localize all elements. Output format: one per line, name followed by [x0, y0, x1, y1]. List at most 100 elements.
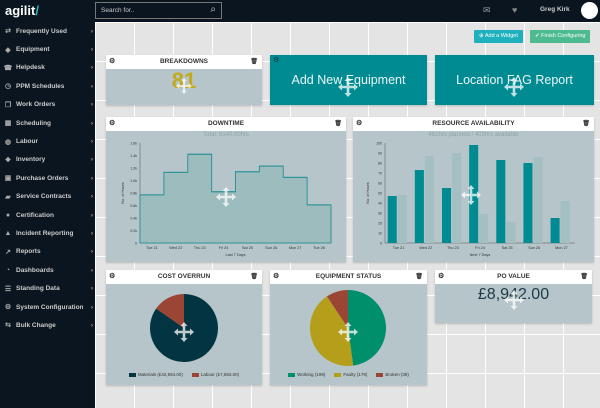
- sidebar-item-dashboards[interactable]: ◔ Dashboards ›: [0, 261, 95, 279]
- widget-title: COST OVERRUN: [157, 273, 211, 280]
- move-icon[interactable]: [176, 78, 192, 94]
- finish-configuring-button[interactable]: ✔ Finish Configuring: [530, 30, 591, 43]
- add-widget-button[interactable]: ⊕ Add a Widget: [474, 30, 523, 43]
- sidebar-item-standing-data[interactable]: ☰ Standing Data ›: [0, 279, 95, 297]
- widget-title: RESOURCE AVAILABILITY: [432, 120, 515, 127]
- location-report-widget[interactable]: Location FAG Report: [435, 55, 594, 105]
- chevron-right-icon: ›: [90, 266, 93, 274]
- available-bar: [506, 222, 516, 243]
- gear-icon[interactable]: ⚙: [356, 120, 363, 127]
- sidebar-item-equipment[interactable]: ◆ Equipment ›: [0, 40, 95, 58]
- chevron-right-icon: ›: [90, 64, 93, 72]
- x-tick-label: Wed 22: [419, 246, 432, 250]
- move-icon[interactable]: [504, 290, 524, 310]
- chevron-right-icon: ›: [90, 27, 93, 35]
- move-icon[interactable]: [216, 187, 236, 207]
- search-icon[interactable]: ⌕: [210, 4, 216, 15]
- sidebar-item-label: PPM Schedules: [16, 82, 65, 90]
- sidebar: ⇄ Frequently Used › ◆ Equipment › ☎ Helpdesk › ◷ P…: [0, 22, 95, 408]
- sidebar-item-certification[interactable]: ● Certification ›: [0, 206, 95, 224]
- money-icon: ▣: [4, 175, 12, 183]
- y-tick-label: 0.8k: [130, 192, 137, 196]
- x-tick-label: Tue 21: [393, 246, 405, 250]
- copy-icon: ❐: [4, 101, 12, 109]
- sidebar-item-label: Equipment: [16, 46, 50, 54]
- add-new-equipment-widget[interactable]: ⚙ Add New Equipment: [270, 55, 427, 105]
- gear-icon[interactable]: ⚙: [273, 57, 280, 64]
- breakdowns-widget[interactable]: ⚙BREAKDOWNS🗑 81: [106, 55, 262, 105]
- sidebar-item-ppm-schedules[interactable]: ◷ PPM Schedules ›: [0, 77, 95, 95]
- pie-slice: [326, 290, 348, 328]
- trash-icon[interactable]: 🗑: [415, 274, 423, 280]
- po-value-widget[interactable]: ⚙PO VALUE🗑 £8,942.00: [435, 270, 592, 323]
- sidebar-item-labour[interactable]: ◍ Labour ›: [0, 132, 95, 150]
- sidebar-item-service-contracts[interactable]: ▰ Service Contracts ›: [0, 188, 95, 206]
- heart-icon[interactable]: ♥: [512, 5, 518, 15]
- move-icon[interactable]: [338, 322, 358, 342]
- y-tick-label: 50: [378, 192, 382, 196]
- sidebar-item-helpdesk[interactable]: ☎ Helpdesk ›: [0, 59, 95, 77]
- y-tick-label: 70: [378, 172, 382, 176]
- equipment-status-widget[interactable]: ⚙ EQUIPMENT STATUS 🗑 Working (199) Faulty (…: [270, 270, 427, 385]
- trash-icon[interactable]: 🗑: [250, 59, 258, 65]
- equipment-status-pie: [310, 290, 387, 366]
- sidebar-item-purchase-orders[interactable]: ▣ Purchase Orders ›: [0, 169, 95, 187]
- legend-item: Working (199): [288, 372, 325, 377]
- y-tick-label: 20: [378, 222, 382, 226]
- avatar[interactable]: [581, 2, 598, 19]
- legend-label: Working (199): [297, 372, 326, 377]
- trash-icon[interactable]: 🗑: [250, 274, 258, 280]
- gear-icon[interactable]: ⚙: [109, 273, 116, 280]
- legend-item: Materials (£42,584.00): [128, 372, 183, 377]
- pie-slice: [348, 290, 387, 366]
- y-tick-label: 0.4k: [130, 217, 137, 221]
- sidebar-item-reports[interactable]: ↗ Reports ›: [0, 243, 95, 261]
- planned-bar: [496, 160, 506, 243]
- chevron-right-icon: ›: [90, 46, 93, 54]
- add-widget-label: Add a Widget: [484, 33, 518, 39]
- resource-availability-widget[interactable]: ⚙ RESOURCE AVAILABILITY 🗑 461hrs planned /…: [353, 117, 594, 262]
- move-icon[interactable]: [504, 77, 524, 97]
- sidebar-item-scheduling[interactable]: ▦ Scheduling ›: [0, 114, 95, 132]
- sidebar-item-label: Certification: [16, 211, 54, 219]
- gear-icon[interactable]: ⚙: [109, 58, 116, 65]
- available-bar: [424, 156, 434, 243]
- cost-overrun-widget[interactable]: ⚙ COST OVERRUN 🗑 Materials (£42,584.00) Lab…: [106, 270, 262, 385]
- gear-icon[interactable]: ⚙: [438, 273, 445, 280]
- y-tick-label: 80: [378, 162, 382, 166]
- move-icon[interactable]: [174, 322, 194, 342]
- trash-icon[interactable]: 🗑: [582, 121, 590, 127]
- sidebar-item-system-configuration[interactable]: ⚙ System Configuration ›: [0, 298, 95, 316]
- downtime-widget[interactable]: ⚙ DOWNTIME 🗑 Total: 8140.00hrs 0 0.2k 0.4k 0.…: [106, 117, 346, 262]
- gear-icon[interactable]: ⚙: [273, 273, 280, 280]
- sidebar-item-bulk-change[interactable]: ⇆ Bulk Change ›: [0, 316, 95, 334]
- chevron-right-icon: ›: [90, 101, 93, 109]
- sidebar-item-work-orders[interactable]: ❐ Work Orders ›: [0, 96, 95, 114]
- sidebar-item-inventory[interactable]: ❖ Inventory ›: [0, 151, 95, 169]
- legend-label: Labour (£7,683.00): [200, 372, 240, 377]
- legend-label: Faulty (178): [343, 372, 368, 377]
- gear-icon[interactable]: ⚙: [109, 120, 116, 127]
- sidebar-item-label: Inventory: [16, 156, 46, 164]
- clock-icon: ◷: [4, 83, 12, 91]
- user-name[interactable]: Greg Kirk: [540, 6, 570, 13]
- search-input[interactable]: Search for.. ⌕: [95, 2, 222, 19]
- mail-icon[interactable]: ✉: [483, 5, 491, 15]
- downtime-chart: 0 0.2k 0.4k 0.6k 0.8k 1.0k 1.2k 1.4k 1.6k Tue 21 W…: [121, 142, 332, 257]
- sidebar-item-frequently-used[interactable]: ⇄ Frequently Used ›: [0, 22, 95, 40]
- chevron-right-icon: ›: [90, 229, 93, 237]
- sidebar-item-incident-reporting[interactable]: ▲ Incident Reporting ›: [0, 224, 95, 242]
- trash-icon[interactable]: 🗑: [580, 274, 588, 280]
- legend-item: Labour (£7,683.00): [191, 372, 240, 377]
- y-tick-label: 90: [378, 152, 382, 156]
- y-tick-label: 0.6k: [130, 204, 137, 208]
- chart-icon: ↗: [5, 248, 11, 256]
- available-bar: [533, 157, 543, 243]
- logo[interactable]: agilit/: [5, 3, 39, 18]
- available-bar: [397, 195, 407, 243]
- trash-icon[interactable]: 🗑: [334, 121, 342, 127]
- widget-title: PO VALUE: [497, 273, 530, 280]
- x-tick-label: Thu 23: [447, 246, 459, 250]
- move-icon[interactable]: [338, 77, 358, 97]
- move-icon[interactable]: [461, 185, 481, 205]
